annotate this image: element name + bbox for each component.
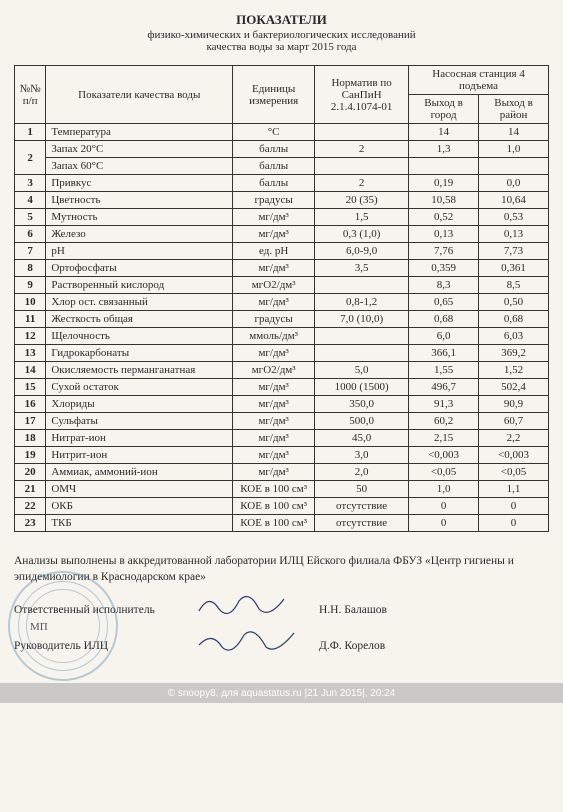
stamp-icon bbox=[8, 571, 118, 681]
col-station: Насосная станция 4 подъема bbox=[409, 66, 549, 95]
doc-subtitle-2: качества воды за март 2015 года bbox=[14, 41, 549, 53]
table-row: 1Температура°С1414 bbox=[15, 124, 549, 141]
table-row: 9Растворенный кислородмгО2/дм³8,38,5 bbox=[15, 277, 549, 294]
table-row: Запах 60°Сбаллы bbox=[15, 158, 549, 175]
table-row: 3Привкусбаллы20,190,0 bbox=[15, 175, 549, 192]
col-indicator: Показатели качества воды bbox=[46, 66, 233, 124]
col-out-city: Выход в город bbox=[409, 95, 479, 124]
table-row: 19Нитрит-ионмг/дм³3,0<0,003<0,003 bbox=[15, 447, 549, 464]
table-row: 11Жесткость общаяградусы7,0 (10,0)0,680,… bbox=[15, 311, 549, 328]
doc-title: ПОКАЗАТЕЛИ bbox=[14, 12, 549, 28]
table-row: 13Гидрокарбонатымг/дм³366,1369,2 bbox=[15, 345, 549, 362]
col-out-region: Выход в район bbox=[479, 95, 549, 124]
table-row: 12Щелочностьммоль/дм³6,06,03 bbox=[15, 328, 549, 345]
table-row: 17Сульфатымг/дм³500,060,260,7 bbox=[15, 413, 549, 430]
table-row: 4Цветностьградусы20 (35)10,5810,64 bbox=[15, 192, 549, 209]
table-row: 10Хлор ост. связанныймг/дм³0,8-1,20,650,… bbox=[15, 294, 549, 311]
resp-name: Н.Н. Балашов bbox=[319, 604, 387, 616]
table-row: 8Ортофосфатымг/дм³3,50,3590,361 bbox=[15, 260, 549, 277]
table-row: 7рНед. рН6,0-9,07,767,73 bbox=[15, 243, 549, 260]
table-row: 2Запах 20°Сбаллы21,31,0 bbox=[15, 141, 549, 158]
table-row: 18Нитрат-ионмг/дм³45,02,152,2 bbox=[15, 430, 549, 447]
resp-signature bbox=[189, 599, 319, 621]
col-unit: Единицы измерения bbox=[233, 66, 315, 124]
head-name: Д.Ф. Корелов bbox=[319, 640, 385, 652]
mp-label: МП bbox=[30, 621, 48, 633]
doc-subtitle-1: физико-химических и бактериологических и… bbox=[14, 29, 549, 41]
table-row: 22ОКБКОЕ в 100 см³отсутствие00 bbox=[15, 498, 549, 515]
table-row: 23ТКБКОЕ в 100 см³отсутствие00 bbox=[15, 515, 549, 532]
table-row: 6Железомг/дм³0,3 (1,0)0,130,13 bbox=[15, 226, 549, 243]
water-quality-table: №№ п/п Показатели качества воды Единицы … bbox=[14, 65, 549, 532]
col-num: №№ п/п bbox=[15, 66, 46, 124]
table-row: 21ОМЧКОЕ в 100 см³501,01,1 bbox=[15, 481, 549, 498]
col-norm: Норматив по СанПиН 2.1.4.1074-01 bbox=[315, 66, 409, 124]
table-row: 5Мутностьмг/дм³1,50,520,53 bbox=[15, 209, 549, 226]
table-row: 20Аммиак, аммоний-ионмг/дм³2,0<0,05<0,05 bbox=[15, 464, 549, 481]
table-row: 14Окисляемость перманганатнаямгО2/дм³5,0… bbox=[15, 362, 549, 379]
table-row: 16Хлоридымг/дм³350,091,390,9 bbox=[15, 396, 549, 413]
head-signature bbox=[189, 635, 319, 657]
table-row: 15Сухой остатокмг/дм³1000 (1500)496,7502… bbox=[15, 379, 549, 396]
watermark-footer: © snoopy8, для aquastatus.ru |21 Jun 201… bbox=[0, 683, 563, 703]
